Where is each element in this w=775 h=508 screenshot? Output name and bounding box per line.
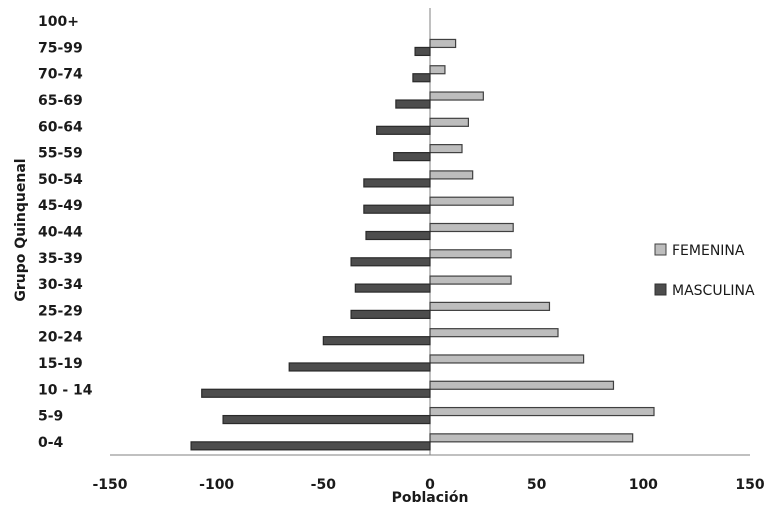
bar-femenina-9 [429, 196, 514, 206]
bar-femenina-3 [429, 354, 585, 364]
bar-femenina-15 [429, 38, 457, 49]
category-tick-label: 35-39 [38, 251, 83, 267]
x-tick-label: -50 [311, 477, 337, 493]
x-tick-label: 50 [527, 477, 547, 493]
x-tick-label: 150 [735, 477, 764, 493]
bar-masculina-3 [288, 362, 431, 372]
category-tick-label: 40-44 [38, 225, 83, 241]
legend-label-femenina: FEMENINA [672, 243, 745, 259]
category-tick-label: 70-74 [38, 67, 83, 83]
bar-femenina-1 [429, 406, 655, 417]
x-tick-label: 0 [425, 477, 435, 493]
bars-group [190, 38, 655, 451]
bar-femenina-8 [429, 222, 514, 233]
category-tick-label: 30-34 [38, 277, 83, 293]
category-tick-label: 25-29 [38, 303, 83, 319]
bar-femenina-6 [429, 275, 512, 285]
category-tick-label: 50-54 [38, 172, 83, 188]
bar-masculina-2 [201, 388, 431, 398]
x-tick-label: -100 [199, 477, 234, 493]
category-tick-label: 65-69 [38, 93, 83, 109]
bar-masculina-15 [414, 46, 431, 57]
category-tick-label: 0-4 [38, 435, 64, 451]
bar-femenina-13 [429, 91, 484, 101]
bar-masculina-4 [322, 336, 431, 346]
bar-femenina-14 [429, 65, 446, 75]
y-axis-title: Grupo Quinquenal [13, 158, 29, 301]
x-tick-label: -150 [92, 477, 127, 493]
legend-label-masculina: MASCULINA [672, 283, 755, 299]
bar-masculina-5 [350, 309, 431, 319]
category-tick-label: 75-99 [38, 40, 83, 56]
bar-masculina-1 [222, 414, 431, 425]
bar-masculina-14 [412, 73, 431, 83]
category-tick-label: 60-64 [38, 119, 83, 135]
bar-femenina-2 [429, 380, 615, 390]
bar-masculina-11 [393, 152, 431, 162]
category-tick-label: 45-49 [38, 198, 83, 214]
bar-masculina-9 [363, 204, 431, 214]
bar-masculina-6 [354, 283, 431, 293]
x-axis-title: Población [392, 490, 469, 506]
category-tick-labels: 0-4 5-9 10 - 14 15-19 20-24 25-29 30-34 35-39 40… [38, 14, 93, 451]
bar-masculina-10 [363, 178, 431, 188]
legend-swatch-masculina [654, 283, 667, 296]
category-tick-label: 20-24 [38, 330, 83, 346]
category-tick-label: 100+ [38, 14, 79, 30]
category-tick-label: 55-59 [38, 146, 83, 162]
x-tick-label: 100 [629, 477, 658, 493]
x-tick-labels: -150 -100 -50 0 50 100 150 [92, 477, 764, 493]
bar-masculina-0 [190, 441, 431, 451]
bar-femenina-0 [429, 433, 634, 443]
bar-femenina-10 [429, 170, 474, 180]
bar-femenina-5 [429, 301, 551, 311]
bar-femenina-12 [429, 117, 470, 127]
bar-masculina-12 [376, 125, 431, 135]
category-tick-label: 15-19 [38, 356, 83, 372]
bar-femenina-4 [429, 328, 559, 338]
bar-femenina-7 [429, 249, 512, 259]
category-tick-label: 10 - 14 [38, 382, 93, 398]
legend-swatch-femenina [654, 243, 667, 256]
category-tick-label: 5-9 [38, 409, 63, 425]
bar-masculina-13 [395, 99, 431, 109]
bar-masculina-7 [350, 257, 431, 267]
legend: FEMENINA MASCULINA [654, 243, 755, 299]
bar-masculina-8 [365, 230, 431, 241]
bar-femenina-11 [429, 144, 463, 154]
